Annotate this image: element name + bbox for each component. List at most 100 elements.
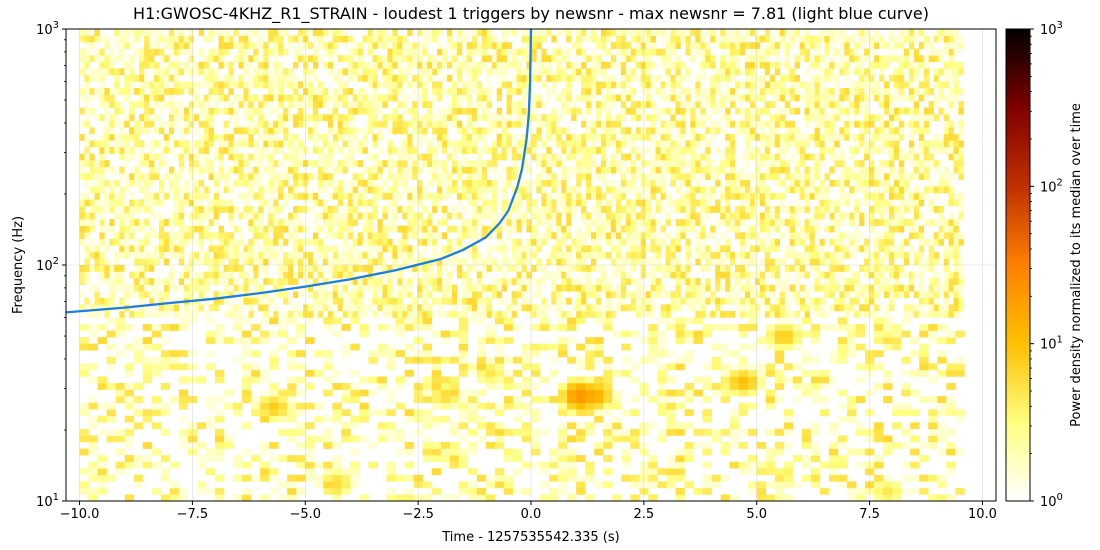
heatmap-cell (810, 448, 821, 456)
heatmap-cell (715, 179, 721, 187)
heatmap-cell (431, 369, 442, 377)
heatmap-cell (485, 376, 496, 384)
heatmap-cell (655, 284, 661, 292)
heatmap-cell (740, 186, 746, 194)
heatmap-cell (296, 487, 306, 495)
heatmap-cell (903, 206, 910, 213)
heatmap-cell (884, 206, 890, 213)
heatmap-cell (630, 173, 637, 181)
heatmap-cell (372, 232, 378, 240)
heatmap-cell (908, 133, 915, 141)
heatmap-cell (461, 271, 468, 279)
heatmap-cell (367, 127, 373, 135)
heatmap-cell (744, 291, 751, 299)
heatmap-cell (372, 179, 378, 187)
heatmap-cell (432, 199, 438, 207)
heatmap-cell (486, 160, 493, 167)
heatmap-cell (298, 310, 304, 318)
heatmap-cell (685, 140, 691, 148)
heatmap-cell (893, 147, 900, 154)
heatmap-cell (476, 160, 483, 167)
heatmap-cell (133, 474, 144, 482)
heatmap-cell (591, 304, 597, 312)
heatmap-cell (759, 297, 766, 305)
heatmap-cell (765, 461, 776, 469)
heatmap-cell (794, 297, 800, 305)
heatmap-cell (104, 160, 110, 167)
heatmap-cell (151, 402, 162, 410)
heatmap-cell (224, 435, 234, 443)
heatmap-cell (447, 245, 453, 253)
heatmap-cell (516, 212, 522, 220)
heatmap-cell (937, 369, 947, 377)
heatmap-cell (79, 487, 89, 495)
heatmap-cell (660, 160, 666, 167)
heatmap-cell (893, 186, 900, 194)
heatmap-cell (657, 468, 667, 476)
heatmap-cell (711, 474, 721, 482)
heatmap-cell (142, 337, 153, 344)
heatmap-cell (506, 304, 512, 312)
heatmap-cell (898, 206, 905, 213)
heatmap-cell (779, 284, 786, 292)
heatmap-cell (422, 271, 428, 279)
heatmap-cell (645, 304, 651, 312)
heatmap-cell (134, 225, 140, 233)
heatmap-cell (94, 310, 100, 318)
heatmap-cell (893, 192, 900, 200)
heatmap-cell (377, 238, 383, 246)
heatmap-cell (594, 481, 604, 489)
heatmap-cell (640, 160, 646, 167)
heatmap-cell (317, 304, 324, 312)
heatmap-cell (387, 127, 393, 135)
heatmap-cell (178, 238, 185, 246)
heatmap-cell (819, 206, 825, 213)
heatmap-cell (819, 147, 825, 154)
heatmap-cell (735, 186, 741, 194)
heatmap-cell (695, 297, 701, 305)
heatmap-cell (178, 415, 189, 423)
heatmap-cell (690, 278, 696, 285)
heatmap-cell (675, 265, 681, 272)
heatmap-cell (819, 179, 825, 187)
heatmap-cell (720, 245, 726, 253)
heatmap-cell (625, 219, 632, 226)
heatmap-cell (765, 324, 776, 331)
heatmap-cell (89, 238, 95, 246)
heatmap-cell (586, 173, 592, 181)
heatmap-cell (576, 474, 586, 482)
heatmap-cell (738, 389, 748, 397)
heatmap-cell (506, 147, 512, 154)
heatmap-cell (263, 271, 269, 279)
heatmap-cell (526, 140, 532, 148)
heatmap-cell (124, 461, 135, 469)
heatmap-cell (596, 245, 602, 253)
heatmap-cell (715, 251, 721, 259)
heatmap-cell (173, 179, 180, 187)
heatmap-cell (466, 251, 473, 259)
heatmap-cell (322, 186, 329, 194)
heatmap-cell (437, 199, 443, 207)
heatmap-cell (422, 324, 432, 331)
heatmap-cell (440, 330, 451, 338)
heatmap-cell (558, 402, 568, 410)
heatmap-cell (576, 383, 586, 390)
heatmap-cell (412, 212, 418, 220)
heatmap-cell (461, 153, 468, 161)
heatmap-cell (869, 160, 875, 167)
heatmap-cell (789, 133, 795, 141)
heatmap-cell (864, 291, 870, 299)
heatmap-cell (496, 297, 502, 305)
heatmap-cell (603, 396, 613, 403)
heatmap-cell (910, 461, 920, 469)
heatmap-cell (605, 179, 612, 187)
heatmap-cell (680, 219, 686, 226)
heatmap-cell (422, 133, 428, 141)
heatmap-cell (260, 409, 270, 417)
heatmap-cell (586, 186, 592, 194)
heatmap-cell (711, 363, 721, 371)
heatmap-cell (368, 376, 378, 384)
heatmap-cell (695, 310, 701, 318)
heatmap-cell (243, 212, 249, 220)
heatmap-cell (809, 297, 815, 305)
